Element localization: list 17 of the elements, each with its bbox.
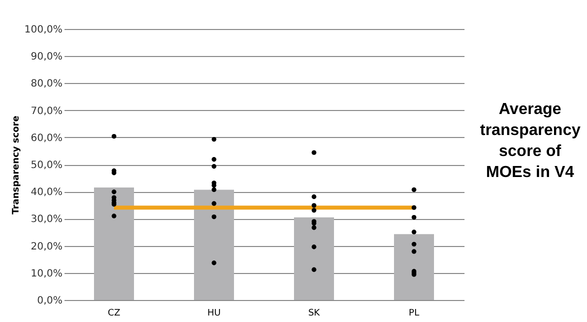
x-tick-label: HU: [207, 308, 221, 318]
y-tick-label: 20,0%: [30, 241, 62, 252]
y-tick-label: 50,0%: [30, 160, 62, 171]
y-tick-label: 70,0%: [30, 106, 62, 117]
x-tick-label: CZ: [108, 308, 120, 318]
x-tick-label: PL: [408, 308, 420, 318]
y-tick-label: 0,0%: [37, 296, 62, 306]
y-tick-label: 30,0%: [30, 214, 62, 226]
y-tick-label: 10,0%: [30, 268, 62, 280]
y-tick-label: 90,0%: [30, 52, 62, 63]
y-tick-label: 60,0%: [30, 132, 62, 144]
y-tick-label: 80,0%: [30, 78, 62, 90]
x-tick-label: SK: [308, 308, 321, 318]
y-axis-title: Transparency score: [11, 116, 22, 214]
y-tick-label: 40,0%: [30, 187, 62, 198]
y-tick-label: 100,0%: [24, 24, 62, 36]
text: Average transparency score of MOEs in V4: [480, 100, 580, 183]
